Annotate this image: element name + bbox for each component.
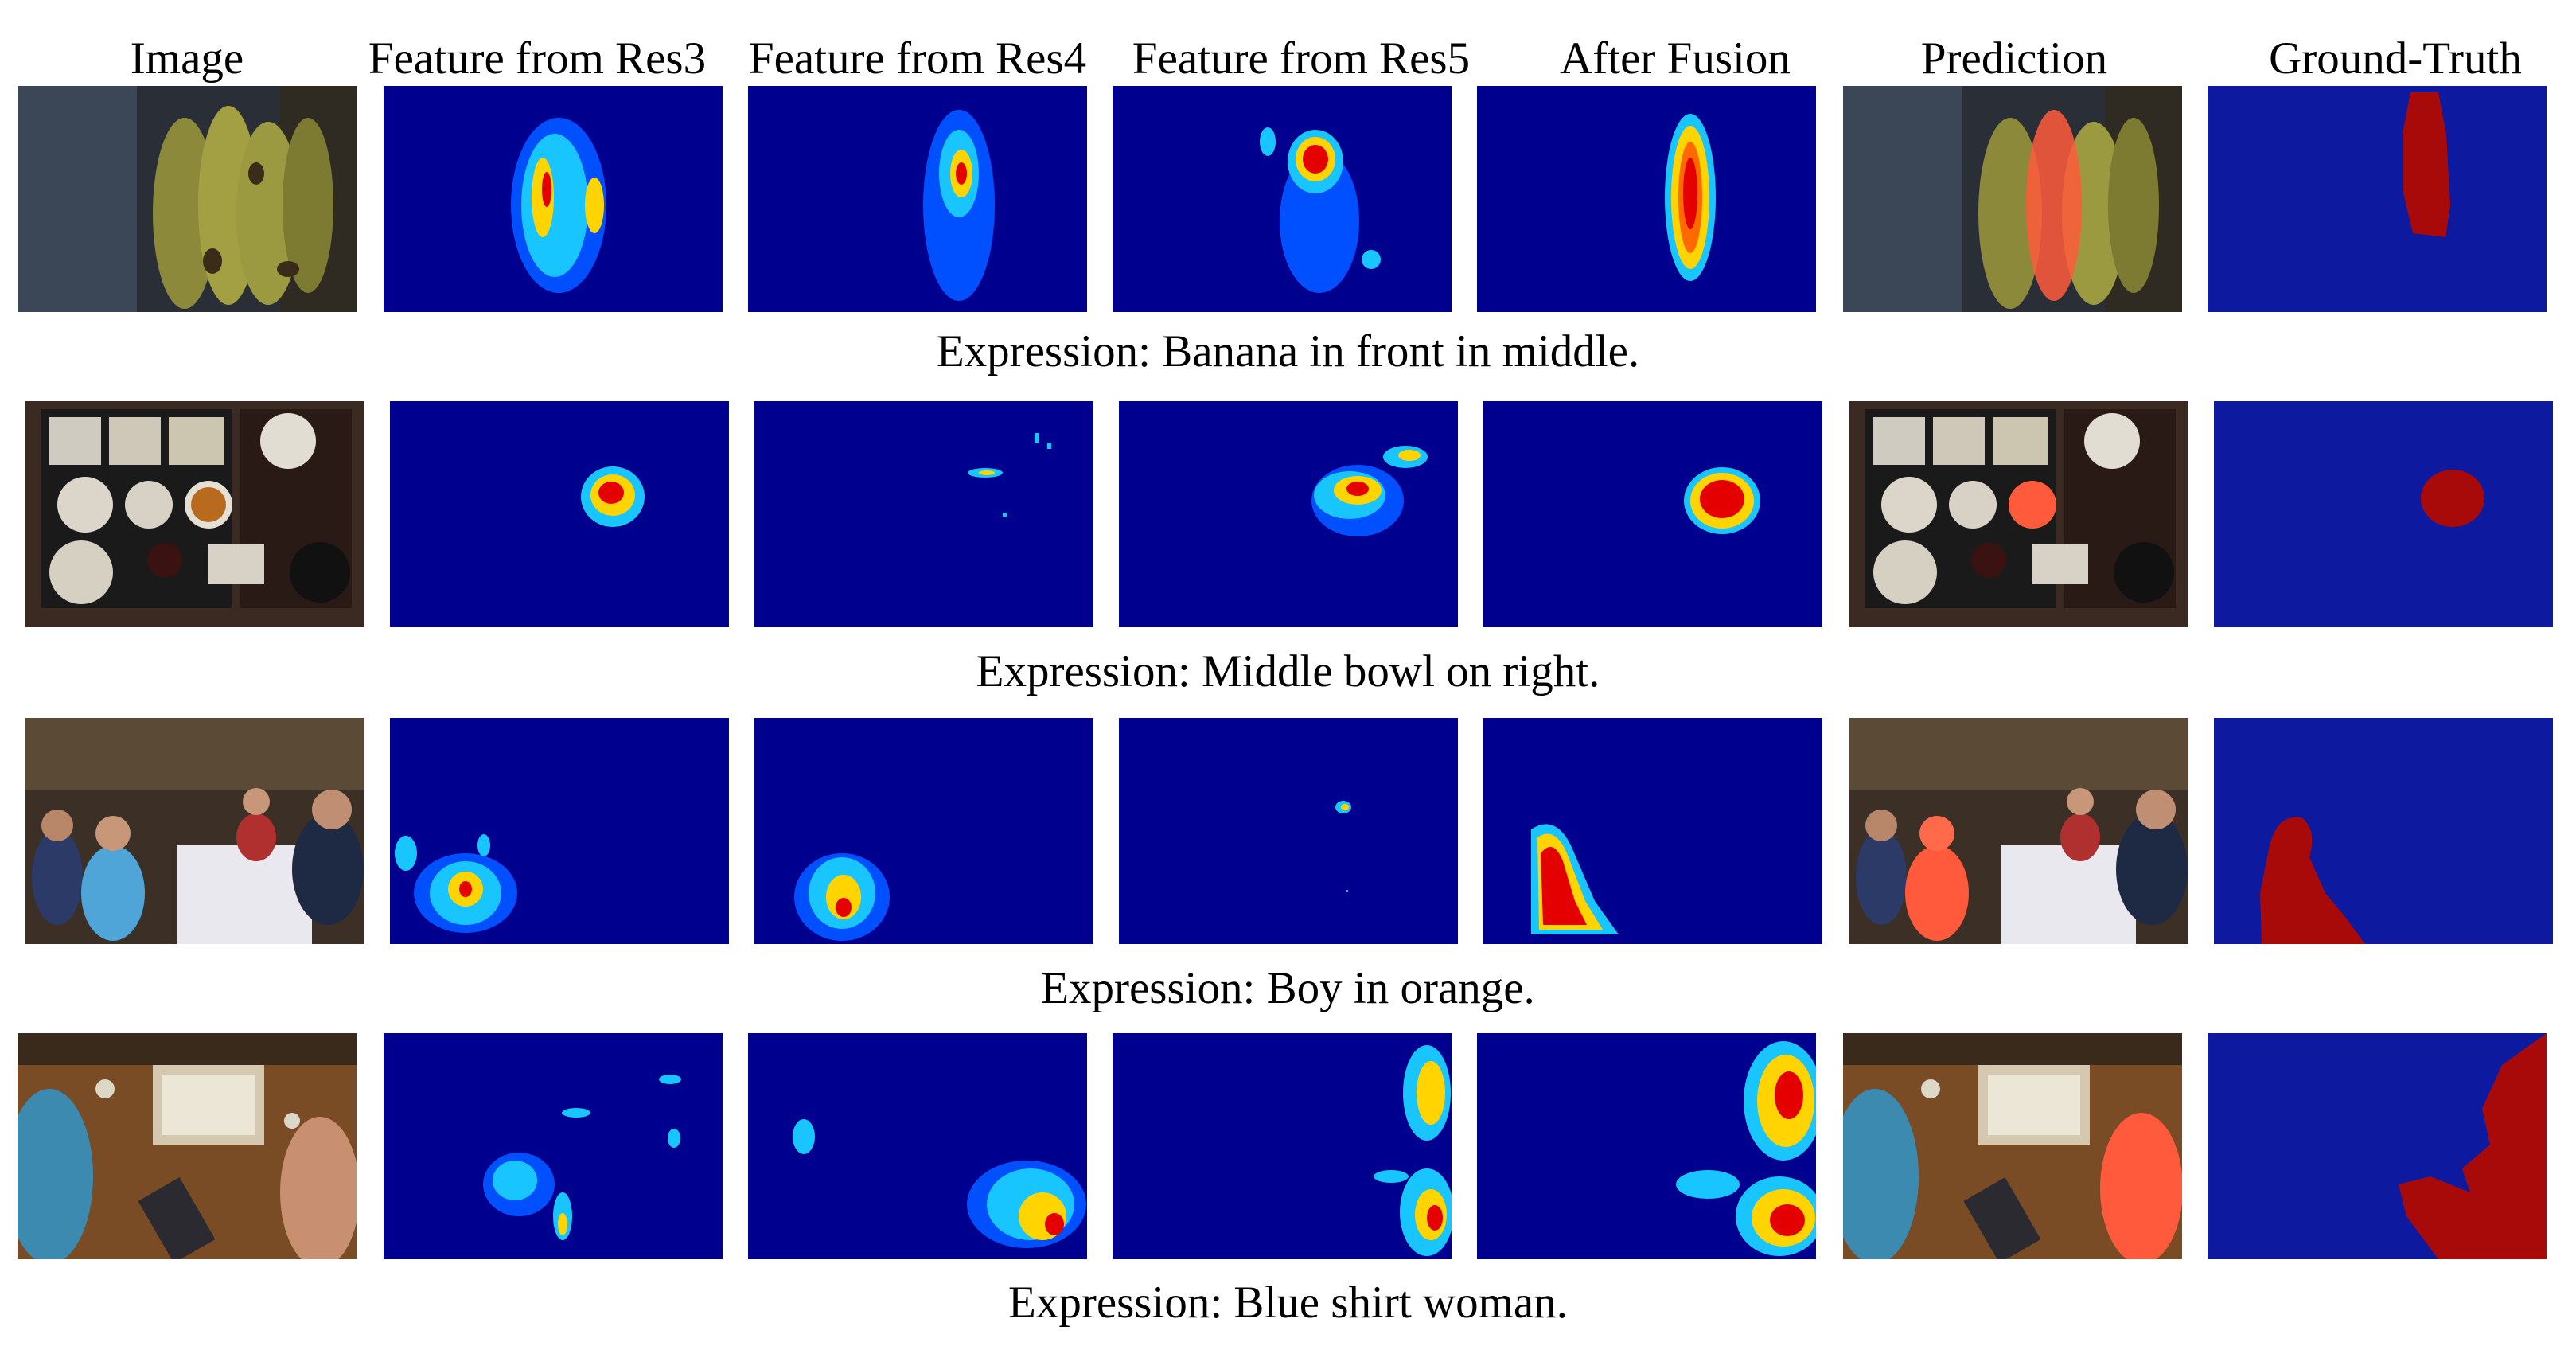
row2-prediction — [1849, 401, 2188, 627]
header-image: Image — [130, 33, 244, 84]
row4-fusion-heatmap — [1477, 1033, 1816, 1259]
row1-fusion-heatmap — [1477, 86, 1816, 312]
row4-res4-heatmap — [748, 1033, 1087, 1259]
row2-expression: Expression: Middle bowl on right. — [976, 646, 1600, 696]
row3-input-image — [25, 718, 364, 944]
row3-fusion-heatmap — [1483, 718, 1822, 944]
row3-res5-heatmap — [1119, 718, 1458, 944]
row1-ground-truth — [2208, 86, 2547, 312]
row4-expression: Expression: Blue shirt woman. — [1008, 1278, 1568, 1328]
row3-res4-heatmap — [754, 718, 1093, 944]
row1-res4-heatmap — [748, 86, 1087, 312]
row4-res5-heatmap — [1113, 1033, 1452, 1259]
row1-res5-heatmap — [1113, 86, 1452, 312]
header-ground-truth: Ground-Truth — [2269, 33, 2522, 84]
header-res5: Feature from Res5 — [1132, 33, 1471, 84]
row3-ground-truth — [2214, 718, 2553, 944]
row4-prediction — [1843, 1033, 2182, 1259]
row4-ground-truth — [2208, 1033, 2547, 1259]
row4-res3-heatmap — [384, 1033, 723, 1259]
row3-res3-heatmap — [390, 718, 729, 944]
row2-ground-truth — [2214, 401, 2553, 627]
row3-expression: Expression: Boy in orange. — [1041, 963, 1535, 1013]
header-fusion: After Fusion — [1560, 33, 1791, 84]
row2-fusion-heatmap — [1483, 401, 1822, 627]
header-res3: Feature from Res3 — [368, 33, 707, 84]
row1-expression: Expression: Banana in front in middle. — [936, 326, 1640, 376]
row3-prediction — [1849, 718, 2188, 944]
row2-res3-heatmap — [390, 401, 729, 627]
row1-input-image — [18, 86, 357, 312]
row2-res5-heatmap — [1119, 401, 1458, 627]
row1-res3-heatmap — [384, 86, 723, 312]
row1-prediction — [1843, 86, 2182, 312]
row2-input-image — [25, 401, 364, 627]
header-prediction: Prediction — [1920, 33, 2108, 84]
row2-res4-heatmap — [754, 401, 1093, 627]
header-res4: Feature from Res4 — [748, 33, 1087, 84]
row4-input-image — [18, 1033, 357, 1259]
